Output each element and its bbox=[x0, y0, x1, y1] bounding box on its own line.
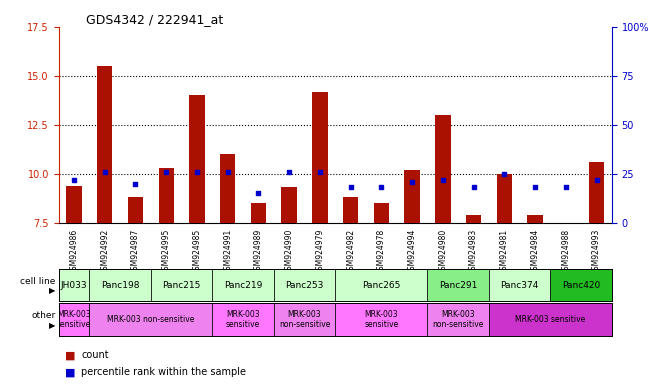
Bar bbox=[335, 269, 428, 301]
Point bbox=[591, 177, 602, 183]
Text: MRK-003
sensitive: MRK-003 sensitive bbox=[365, 310, 398, 329]
Text: Panc219: Panc219 bbox=[224, 281, 262, 290]
Bar bbox=[489, 269, 551, 301]
Point bbox=[130, 180, 141, 187]
Bar bbox=[527, 215, 543, 223]
Bar bbox=[220, 154, 236, 223]
Bar bbox=[374, 203, 389, 223]
Text: JH033: JH033 bbox=[61, 281, 87, 290]
Bar bbox=[428, 303, 489, 336]
Point bbox=[499, 170, 510, 177]
Text: ▶: ▶ bbox=[49, 286, 55, 295]
Text: Panc215: Panc215 bbox=[162, 281, 201, 290]
Text: ■: ■ bbox=[65, 350, 76, 360]
Text: percentile rank within the sample: percentile rank within the sample bbox=[81, 367, 246, 377]
Text: MRK-003 sensitive: MRK-003 sensitive bbox=[516, 315, 586, 324]
Point bbox=[346, 184, 356, 190]
Bar bbox=[97, 66, 113, 223]
Bar bbox=[343, 197, 358, 223]
Point bbox=[223, 169, 233, 175]
Point bbox=[161, 169, 171, 175]
Text: Panc253: Panc253 bbox=[285, 281, 324, 290]
Point bbox=[468, 184, 478, 190]
Bar bbox=[274, 303, 335, 336]
Point bbox=[561, 184, 571, 190]
Text: other: other bbox=[31, 311, 55, 320]
Bar bbox=[212, 269, 274, 301]
Text: MRK-003
non-sensitive: MRK-003 non-sensitive bbox=[279, 310, 330, 329]
Bar bbox=[551, 269, 612, 301]
Text: Panc374: Panc374 bbox=[501, 281, 539, 290]
Bar bbox=[428, 269, 489, 301]
Bar bbox=[312, 91, 327, 223]
Text: GDS4342 / 222941_at: GDS4342 / 222941_at bbox=[86, 13, 223, 26]
Point bbox=[253, 190, 264, 196]
Point bbox=[530, 184, 540, 190]
Bar bbox=[281, 187, 297, 223]
Point bbox=[407, 179, 417, 185]
Point bbox=[191, 169, 202, 175]
Bar bbox=[251, 203, 266, 223]
Text: MRK-003
sensitive: MRK-003 sensitive bbox=[57, 310, 91, 329]
Point bbox=[284, 169, 294, 175]
Bar bbox=[89, 303, 212, 336]
Bar bbox=[89, 269, 151, 301]
Bar bbox=[489, 303, 612, 336]
Bar bbox=[466, 215, 481, 223]
Text: Panc198: Panc198 bbox=[101, 281, 139, 290]
Point bbox=[69, 177, 79, 183]
Bar bbox=[158, 168, 174, 223]
Bar bbox=[589, 162, 604, 223]
Bar bbox=[189, 95, 204, 223]
Bar bbox=[404, 170, 420, 223]
Bar bbox=[497, 174, 512, 223]
Text: cell line: cell line bbox=[20, 277, 55, 286]
Text: ■: ■ bbox=[65, 367, 76, 377]
Bar bbox=[59, 303, 89, 336]
Bar bbox=[128, 197, 143, 223]
Text: MRK-003 non-sensitive: MRK-003 non-sensitive bbox=[107, 315, 195, 324]
Text: Panc420: Panc420 bbox=[562, 281, 600, 290]
Bar bbox=[435, 115, 450, 223]
Text: ▶: ▶ bbox=[49, 321, 55, 330]
Text: Panc265: Panc265 bbox=[362, 281, 400, 290]
Text: count: count bbox=[81, 350, 109, 360]
Text: Panc291: Panc291 bbox=[439, 281, 477, 290]
Point bbox=[314, 169, 325, 175]
Bar bbox=[274, 269, 335, 301]
Bar bbox=[59, 269, 89, 301]
Bar bbox=[66, 185, 81, 223]
Bar bbox=[212, 303, 274, 336]
Bar bbox=[335, 303, 428, 336]
Point bbox=[437, 177, 448, 183]
Bar bbox=[151, 269, 212, 301]
Point bbox=[100, 169, 110, 175]
Text: MRK-003
non-sensitive: MRK-003 non-sensitive bbox=[432, 310, 484, 329]
Text: MRK-003
sensitive: MRK-003 sensitive bbox=[226, 310, 260, 329]
Point bbox=[376, 184, 387, 190]
